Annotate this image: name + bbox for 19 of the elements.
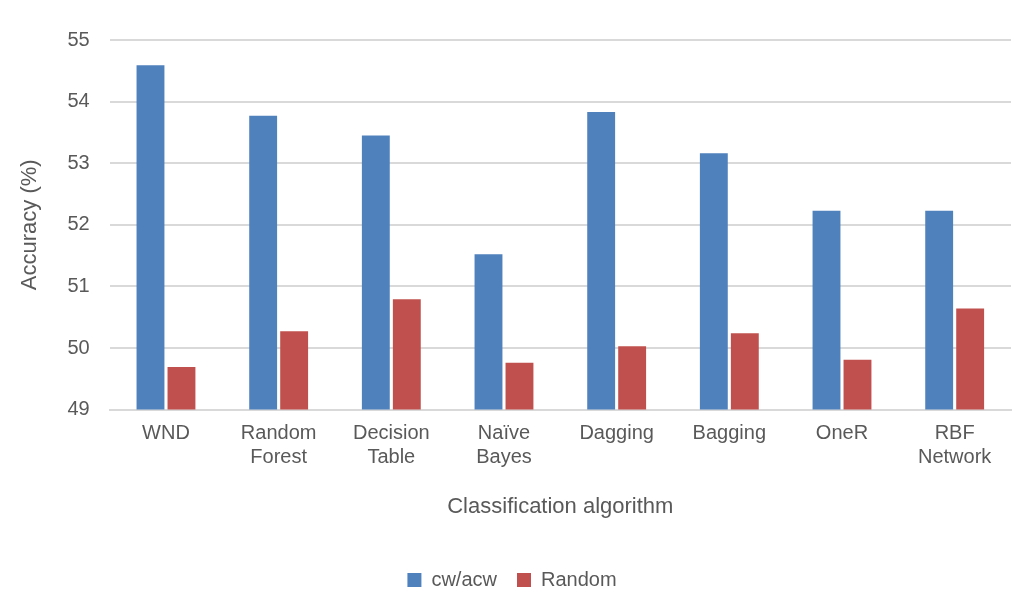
x-tick-label: RBF Network xyxy=(917,421,993,468)
x-tick-label: Dagging xyxy=(579,421,654,444)
y-tick-label: 50 xyxy=(67,335,90,358)
x-tick-label: Bagging xyxy=(692,421,767,444)
x-tick-label: WND xyxy=(142,421,190,444)
x-tick-label: OneR xyxy=(815,421,869,444)
x-tick-label: Random Forest xyxy=(240,421,317,468)
y-tick-label: 55 xyxy=(67,27,90,50)
x-tick-label: Naïve Bayes xyxy=(476,421,532,468)
y-tick-label: 52 xyxy=(67,212,90,235)
x-tick-label: Decision Table xyxy=(352,421,430,468)
y-axis-title: Accuracy (%) xyxy=(16,159,42,291)
y-tick-label: 53 xyxy=(67,150,90,173)
legend-label: Random xyxy=(540,567,617,590)
y-tick-label: 54 xyxy=(67,89,90,112)
legend-label: cw/acw xyxy=(431,567,498,590)
y-tick-label: 49 xyxy=(67,397,90,420)
y-tick-label: 51 xyxy=(67,273,90,296)
x-axis-title: Classification algorithm xyxy=(447,492,674,518)
